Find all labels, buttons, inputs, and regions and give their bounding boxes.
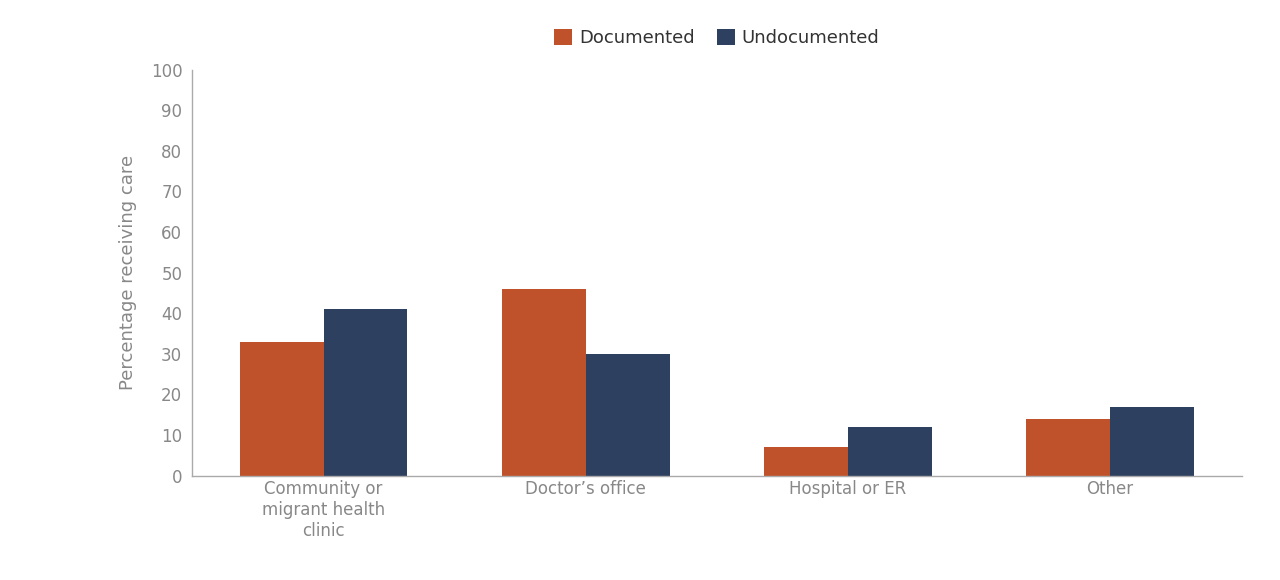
Bar <box>324 309 407 476</box>
Bar <box>502 289 586 476</box>
Bar <box>586 354 669 476</box>
Bar <box>847 427 932 476</box>
Bar <box>764 447 847 476</box>
Legend: Documented, Undocumented: Documented, Undocumented <box>547 22 887 55</box>
Y-axis label: Percentage receiving care: Percentage receiving care <box>119 155 137 390</box>
Bar <box>239 342 324 476</box>
Bar <box>1110 407 1194 476</box>
Bar <box>1027 419 1110 476</box>
